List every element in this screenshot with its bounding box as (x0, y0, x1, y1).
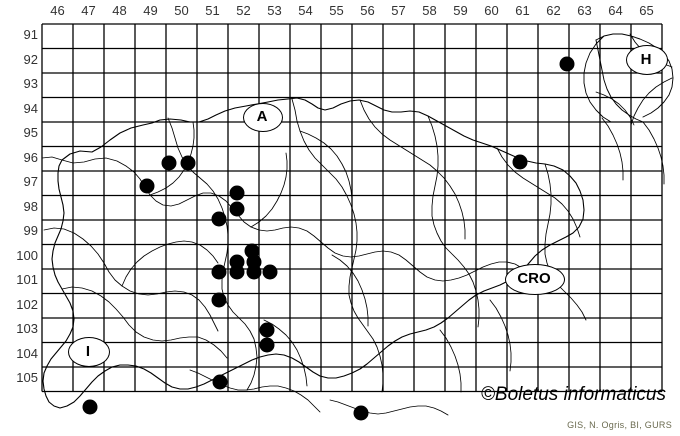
country-tag-label: CRO (517, 270, 551, 287)
occurrence-dot (559, 56, 575, 72)
grid-row-label: 103 (16, 321, 38, 336)
occurrence-dot (180, 155, 196, 171)
grid-row-label: 102 (16, 296, 38, 312)
grid-row-label: 104 (16, 345, 38, 361)
occurrence-dot (211, 292, 227, 308)
grid-column-label: 52 (236, 3, 251, 18)
occurrence-dot (512, 154, 528, 170)
grid-column-label: 62 (546, 3, 561, 18)
country-tag-ellipse (505, 264, 565, 295)
occurrence-dot (82, 399, 98, 415)
grid-row-label: 100 (16, 247, 38, 263)
grid-column-label: 55 (329, 3, 344, 18)
grid-row-label: 92 (23, 51, 38, 67)
grid-row-label: 91 (23, 27, 38, 42)
country-border-outlines (41, 33, 674, 416)
grid-column-label: 60 (484, 3, 499, 18)
grid-column-label: 61 (515, 3, 530, 18)
grid-column-label: 57 (391, 3, 406, 18)
grid-row-label: 101 (16, 272, 38, 287)
occurrence-dot (161, 155, 177, 171)
occurrence-dot (229, 185, 245, 201)
grid-column-label: 49 (143, 3, 158, 18)
country-tag-ellipse (243, 103, 283, 132)
occurrence-dot (353, 405, 369, 421)
country-tag-h: H (626, 45, 668, 75)
country-tag-a: A (243, 103, 283, 132)
occurrence-dot-layer (82, 56, 575, 421)
country-tag-i: I (68, 337, 110, 367)
grid-row-label: 94 (23, 100, 38, 116)
occurrence-dot (262, 264, 278, 280)
country-tag-ellipse (626, 45, 668, 75)
country-tag-label: H (640, 50, 652, 68)
grid-column-label: 64 (608, 3, 623, 18)
grid-column-label: 53 (267, 3, 282, 18)
country-tag-label: A (256, 108, 268, 125)
grid-row-label: 99 (23, 223, 38, 238)
occurrence-dot (246, 264, 262, 280)
copyright-attribution: ©Boletus informaticus (480, 384, 666, 405)
grid-row-label: 93 (23, 76, 38, 91)
grid-column-label: 63 (577, 3, 592, 18)
occurrence-dot (211, 264, 227, 280)
grid-column-label: 50 (174, 3, 189, 18)
occurrence-dot (259, 337, 275, 353)
grid-column-label: 51 (205, 3, 220, 18)
grid-row-label: 96 (23, 149, 38, 165)
country-tag-cro: CRO (505, 264, 565, 295)
grid-column-label: 54 (298, 3, 313, 18)
grid-column-label: 46 (50, 3, 65, 18)
data-source-credit: GIS, N. Ogris, BI, GURS (567, 420, 672, 430)
occurrence-dot (139, 178, 155, 194)
occurrence-dot (259, 322, 275, 338)
grid-row-label: 105 (16, 370, 38, 385)
grid-column-label: 58 (422, 3, 437, 18)
grid-row-label: 95 (23, 125, 38, 140)
utm-grid-layer (41, 23, 663, 393)
occurrence-dot (229, 264, 245, 280)
grid-column-label: 56 (360, 3, 375, 18)
grid-column-label: 48 (112, 3, 127, 18)
grid-row-label: 97 (23, 174, 38, 189)
occurrence-dot (212, 374, 228, 390)
grid-column-label: 47 (81, 3, 96, 18)
country-tag-ellipse (68, 337, 110, 367)
occurrence-dot (211, 211, 227, 227)
occurrence-dot (229, 201, 245, 217)
grid-row-label: 98 (23, 198, 38, 214)
grid-column-label: 65 (639, 3, 654, 18)
country-tag-label: I (85, 342, 91, 360)
grid-column-label: 59 (453, 3, 468, 18)
